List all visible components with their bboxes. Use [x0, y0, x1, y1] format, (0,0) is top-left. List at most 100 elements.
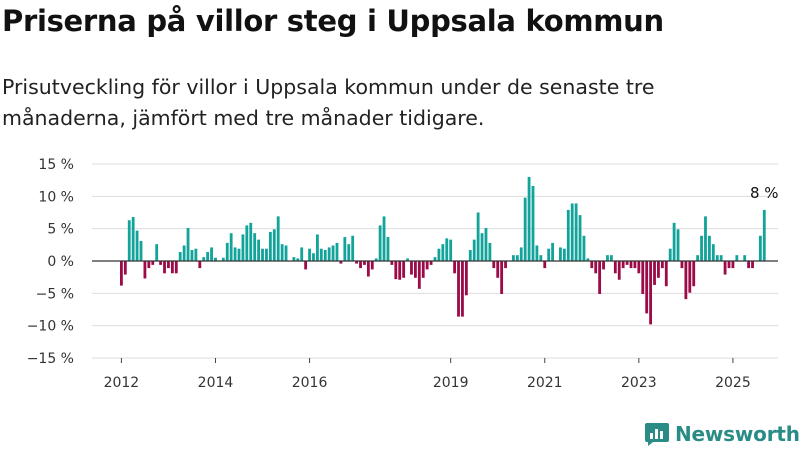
bar	[257, 239, 261, 261]
bar	[398, 261, 402, 280]
data-label: 8 %	[750, 184, 779, 202]
bar	[214, 257, 217, 261]
bar	[602, 261, 605, 270]
y-tick-label: −15 %	[27, 351, 74, 367]
bar	[511, 255, 515, 261]
bar	[515, 255, 519, 261]
bar	[147, 261, 151, 269]
bar	[735, 255, 739, 261]
bar	[719, 255, 723, 261]
bar	[609, 255, 613, 261]
bar	[629, 261, 633, 269]
bar	[390, 261, 394, 265]
bar	[233, 247, 237, 261]
bar	[386, 237, 390, 261]
x-tick-label: 2016	[292, 375, 328, 391]
bar	[210, 247, 213, 261]
bar	[237, 248, 241, 261]
bar	[582, 235, 586, 261]
bar	[221, 257, 225, 261]
bar	[606, 255, 609, 261]
bar	[551, 242, 555, 261]
bar	[461, 261, 464, 317]
bar	[327, 247, 331, 261]
bar	[743, 255, 747, 261]
bar	[374, 258, 378, 261]
x-tick-label: 2012	[104, 375, 140, 391]
bar	[617, 261, 621, 280]
bar	[284, 245, 288, 261]
x-tick-label: 2025	[715, 375, 751, 391]
bar	[476, 212, 480, 261]
bar	[441, 244, 445, 261]
bar	[449, 239, 453, 261]
bar	[186, 228, 190, 261]
bar	[464, 261, 468, 296]
bar	[700, 235, 703, 261]
bar	[633, 261, 637, 269]
bar	[272, 229, 276, 261]
bar	[413, 261, 417, 278]
bar	[688, 261, 692, 293]
data-labels: 8 %	[750, 184, 779, 202]
bar	[539, 255, 543, 261]
bar	[586, 258, 590, 261]
bar	[225, 242, 229, 261]
bar	[331, 245, 335, 261]
bar	[202, 257, 206, 261]
chart-subtitle: Prisutveckling för villor i Uppsala komm…	[2, 75, 655, 130]
bar	[323, 250, 327, 261]
bar-chart-logo-icon	[645, 423, 669, 446]
bar	[723, 261, 727, 275]
bar	[261, 248, 264, 261]
bar	[559, 247, 562, 261]
bars	[119, 176, 766, 325]
bar	[190, 250, 194, 261]
bar	[312, 253, 315, 261]
bar	[170, 261, 174, 274]
bar	[543, 261, 547, 269]
bar	[535, 245, 539, 261]
bar	[151, 261, 155, 265]
bar	[292, 257, 296, 261]
x-tick-label: 2019	[433, 375, 469, 391]
bar	[578, 215, 582, 261]
bar	[660, 261, 664, 269]
bar	[758, 235, 762, 261]
bar	[492, 261, 496, 269]
bar	[355, 261, 359, 264]
bar	[339, 261, 343, 264]
bar	[613, 261, 617, 274]
x-axis: 2012 2014 2016 2019 2021 2023 2025	[104, 358, 751, 391]
bar	[402, 261, 406, 278]
x-tick-label: 2014	[198, 375, 234, 391]
bar	[308, 248, 311, 261]
bar	[335, 242, 339, 261]
bar	[566, 209, 570, 261]
bar	[347, 244, 351, 261]
bar	[394, 261, 398, 280]
bar	[496, 261, 500, 278]
bar	[135, 230, 139, 261]
bar	[731, 261, 735, 269]
bar	[747, 261, 751, 269]
x-tick-label: 2023	[621, 375, 657, 391]
bar	[155, 244, 159, 261]
bar	[315, 234, 319, 261]
bar	[206, 251, 210, 261]
bar	[280, 244, 284, 261]
y-tick-label: 5 %	[47, 222, 74, 238]
x-tick-label: 2021	[527, 375, 563, 391]
bar	[421, 261, 425, 278]
bar	[406, 258, 409, 261]
y-tick-label: −10 %	[27, 319, 74, 335]
bar	[163, 261, 166, 274]
bar	[570, 203, 574, 261]
bar	[139, 240, 143, 261]
bar	[445, 238, 449, 261]
bar	[657, 261, 660, 278]
bar	[472, 239, 476, 261]
bar	[527, 176, 531, 261]
bar	[519, 247, 523, 261]
bar	[664, 261, 668, 287]
